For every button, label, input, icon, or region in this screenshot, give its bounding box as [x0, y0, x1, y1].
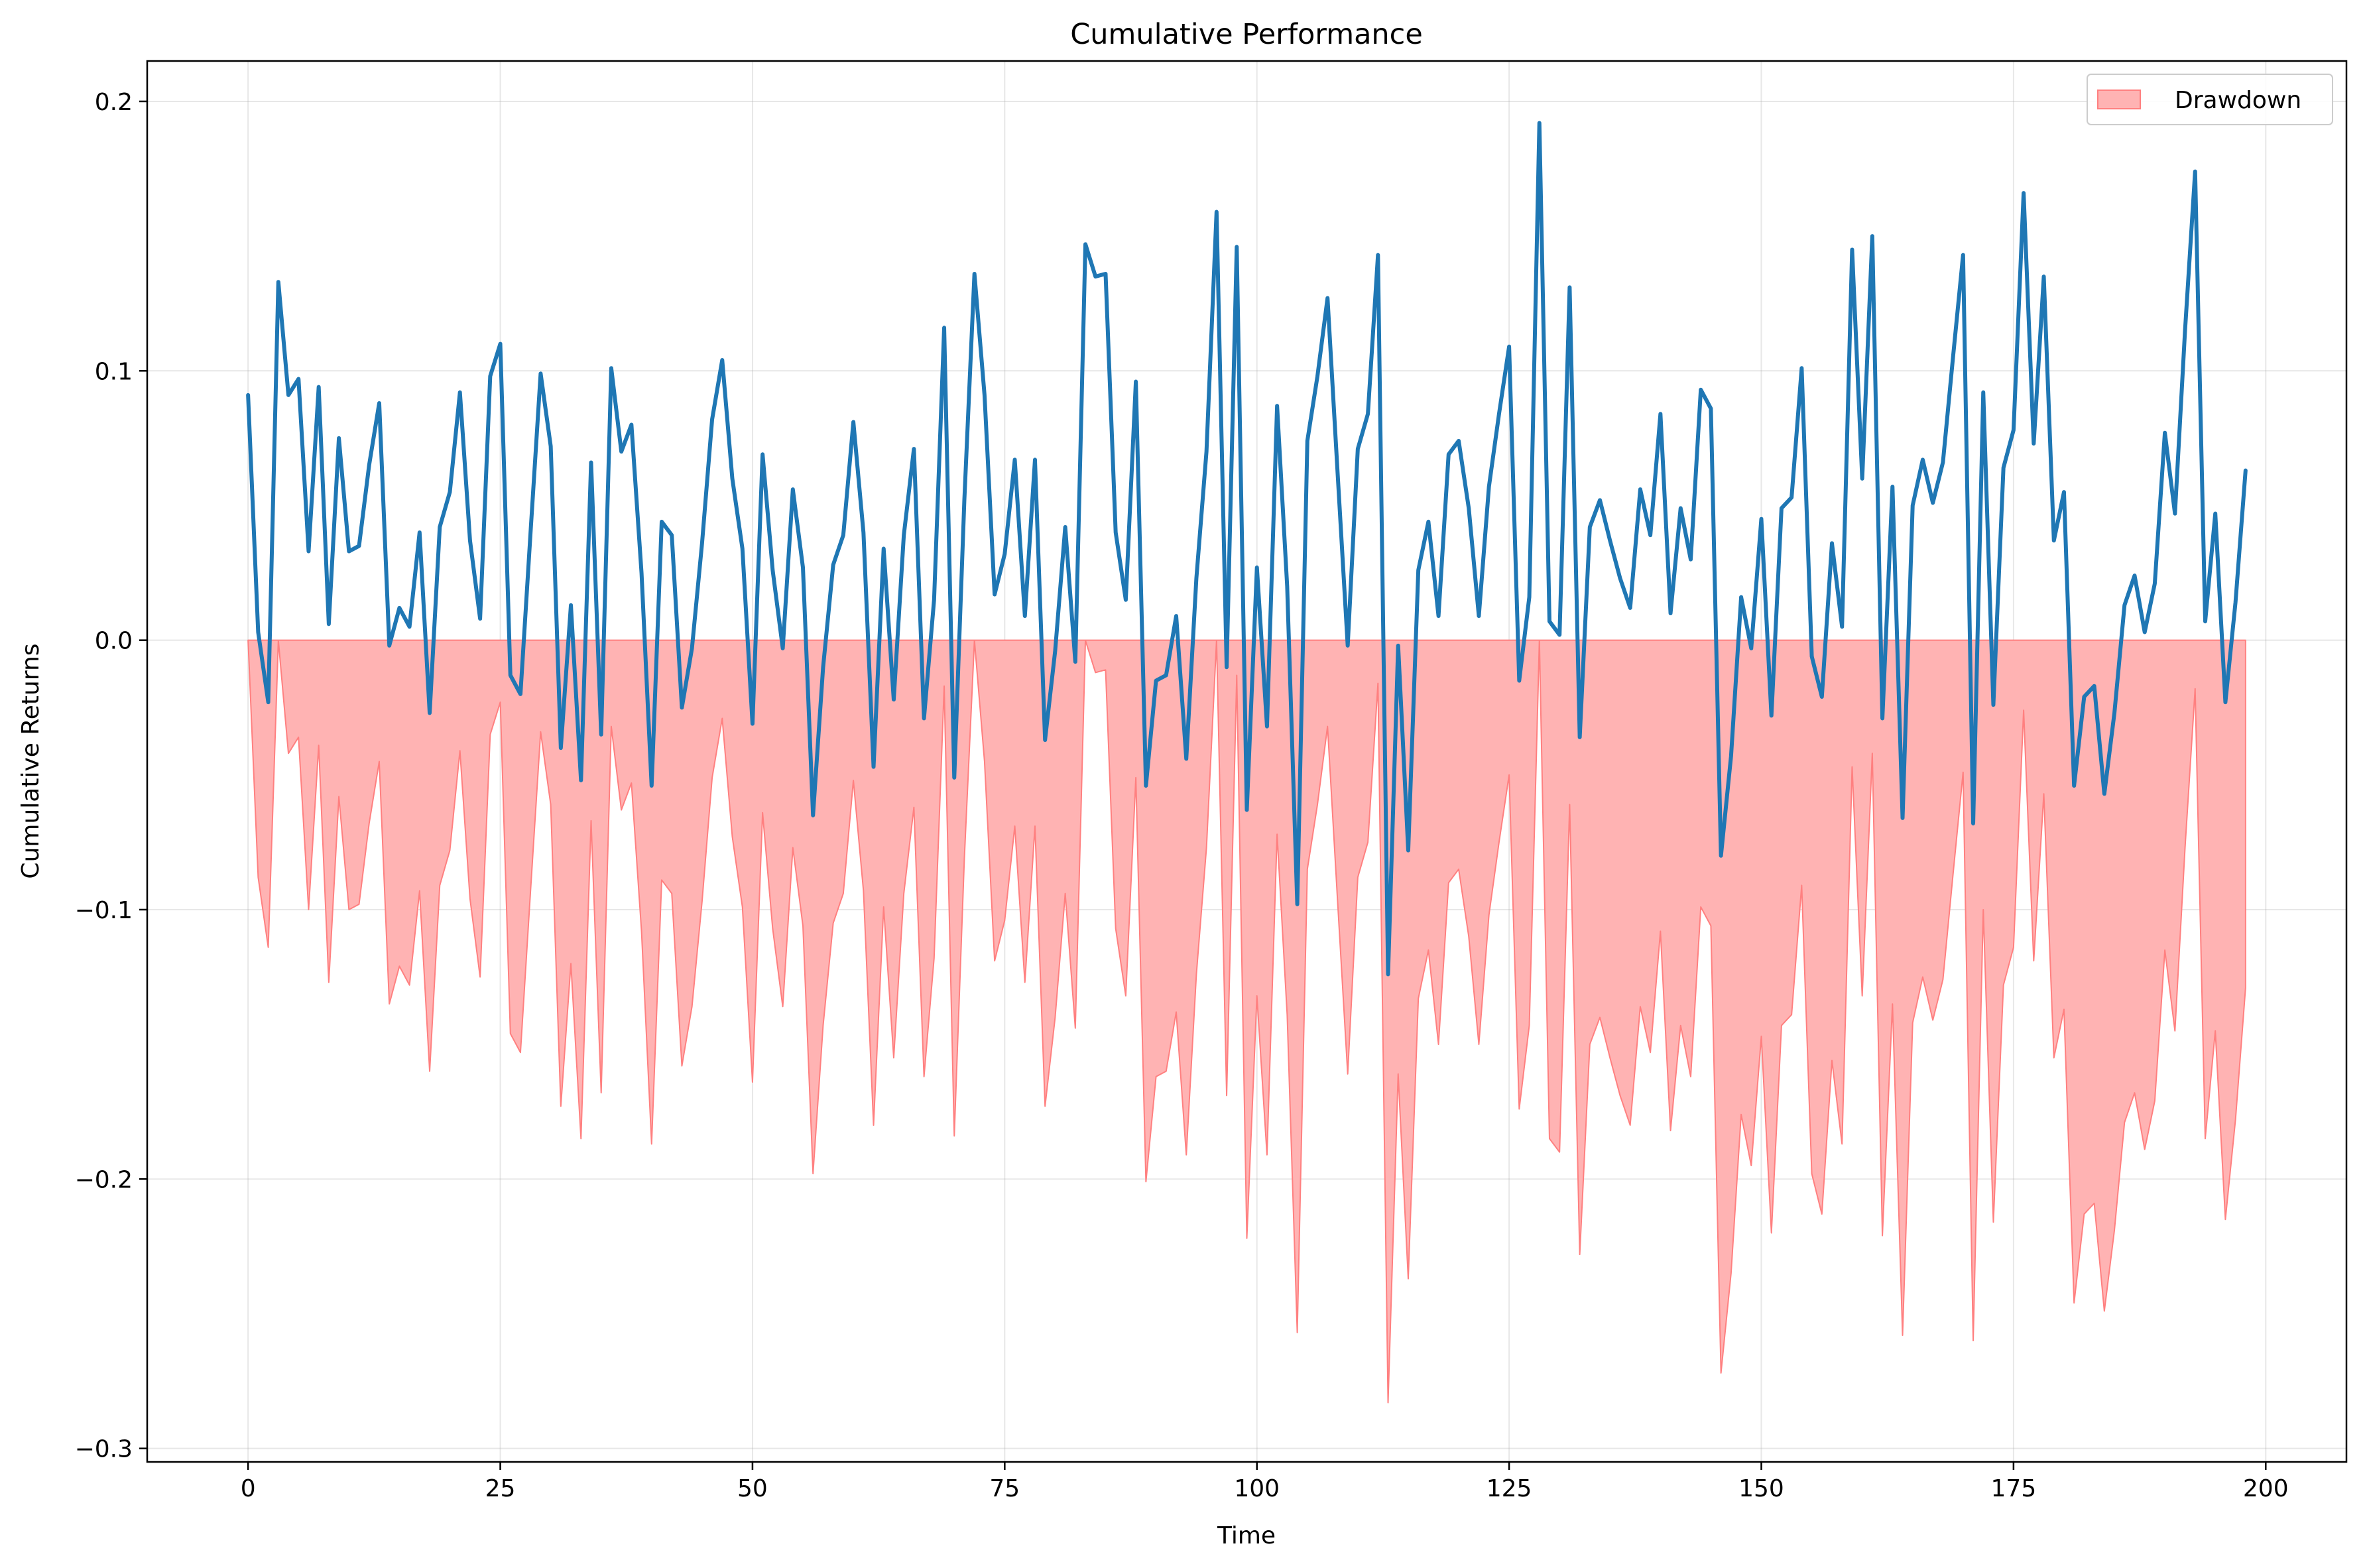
legend-label-drawdown: Drawdown: [2175, 87, 2301, 114]
y-tick-label: −0.3: [75, 1436, 133, 1463]
legend-box: [2087, 74, 2333, 125]
legend-swatch-drawdown: [2097, 90, 2141, 109]
y-axis-title: Cumulative Returns: [17, 643, 44, 878]
x-tick-label: 200: [2243, 1475, 2289, 1502]
x-tick-label: 0: [241, 1475, 256, 1502]
x-tick-label: 100: [1234, 1475, 1280, 1502]
legend: Drawdown: [2087, 74, 2333, 125]
drawdown-area-group: [247, 639, 2246, 1404]
x-axis-title: Time: [1217, 1522, 1276, 1549]
y-tick-label: 0.0: [95, 628, 133, 655]
x-tick-label: 150: [1738, 1475, 1784, 1502]
plot-frame: [146, 60, 2348, 1463]
x-tick-label: 125: [1487, 1475, 1532, 1502]
y-tick-label: 0.2: [95, 89, 133, 116]
returns-line-group: [246, 121, 2248, 977]
x-axis: 0 25 50 75 100 125 150 175 200: [241, 1462, 2289, 1502]
x-tick-label: 75: [989, 1475, 1020, 1502]
drawdown-area: [247, 639, 2246, 1404]
chart-title: Cumulative Performance: [1070, 18, 1423, 51]
y-tick-label: −0.2: [75, 1166, 133, 1193]
y-tick-label: 0.1: [95, 358, 133, 385]
y-tick-label: −0.1: [75, 897, 133, 924]
y-axis: 0.2 0.1 0.0 −0.1 −0.2 −0.3: [75, 89, 147, 1463]
x-tick-label: 25: [485, 1475, 516, 1502]
cumulative-returns-line: [246, 121, 2248, 977]
x-tick-label: 175: [1991, 1475, 2037, 1502]
x-tick-label: 50: [737, 1475, 768, 1502]
